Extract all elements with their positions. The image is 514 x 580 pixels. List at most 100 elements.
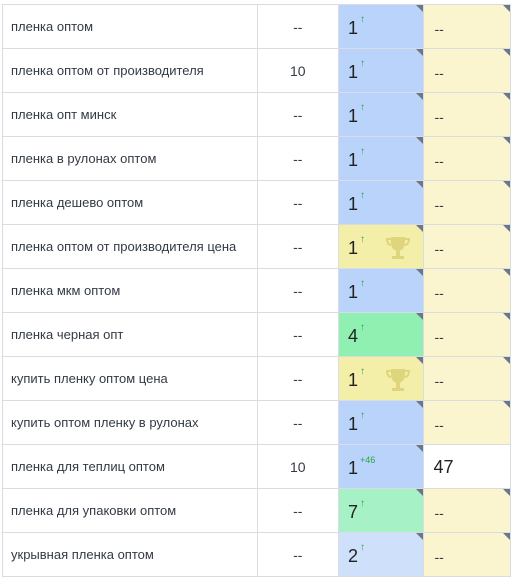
- volume-cell: --: [256, 312, 339, 357]
- volume-cell: --: [256, 400, 339, 445]
- position-value: 1: [347, 414, 358, 434]
- table-row[interactable]: пленка оптом -- 1 ↑ --: [2, 4, 511, 49]
- competitor-cell[interactable]: 47: [423, 444, 511, 489]
- table-row[interactable]: укрывная пленка оптом -- 2 ↑ --: [2, 532, 511, 577]
- table-row[interactable]: пленка черная опт -- 4 ↑ --: [2, 312, 511, 357]
- position-cell[interactable]: 1 ↑: [337, 136, 425, 181]
- corner-marker-icon: [416, 137, 424, 144]
- volume-cell: 10: [256, 48, 339, 93]
- up-arrow-icon: ↑: [359, 102, 365, 113]
- competitor-cell[interactable]: --: [423, 224, 511, 269]
- table-row[interactable]: купить оптом пленку в рулонах -- 1 ↑ --: [2, 400, 511, 445]
- position-value: 1: [347, 62, 358, 82]
- table-row[interactable]: пленка дешево оптом -- 1 ↑ --: [2, 180, 511, 225]
- position-cell[interactable]: 1 ↑: [337, 92, 425, 137]
- position-value: 1: [347, 458, 358, 478]
- position-cell[interactable]: 1 ↑: [337, 180, 425, 225]
- volume-cell: --: [256, 136, 339, 181]
- competitor-value: --: [434, 109, 444, 125]
- corner-marker-icon: [503, 5, 510, 12]
- keyword-cell: пленка черная опт: [2, 312, 258, 357]
- up-arrow-icon: ↑: [359, 410, 365, 421]
- competitor-cell[interactable]: --: [423, 136, 511, 181]
- position-cell[interactable]: 1 ↑: [337, 4, 425, 49]
- up-arrow-icon: ↑: [359, 542, 365, 553]
- keyword-cell: пленка мкм оптом: [2, 268, 258, 313]
- competitor-cell[interactable]: --: [423, 180, 511, 225]
- corner-marker-icon: [416, 357, 424, 364]
- position-value: 1: [347, 194, 358, 214]
- position-cell[interactable]: 1 ↑: [337, 224, 425, 269]
- corner-marker-icon: [416, 269, 424, 276]
- competitor-value: --: [434, 505, 444, 521]
- position-value: 7: [347, 502, 358, 522]
- position-cell[interactable]: 1 ↑: [337, 400, 425, 445]
- competitor-value: --: [434, 21, 444, 37]
- competitor-value: --: [434, 65, 444, 81]
- corner-marker-icon: [503, 269, 510, 276]
- position-cell[interactable]: 1 ↑: [337, 48, 425, 93]
- position-value: 1: [347, 18, 358, 38]
- corner-marker-icon: [503, 357, 510, 364]
- table-row[interactable]: пленка в рулонах оптом -- 1 ↑ --: [2, 136, 511, 181]
- competitor-cell[interactable]: --: [423, 400, 511, 445]
- position-cell[interactable]: 1 ↑: [337, 356, 425, 401]
- competitor-value: --: [434, 241, 444, 257]
- competitor-value: --: [434, 549, 444, 565]
- table-row[interactable]: купить пленку оптом цена -- 1 ↑ --: [2, 356, 511, 401]
- keyword-cell: пленка оптом: [2, 4, 258, 49]
- position-cell[interactable]: 1 ↑: [337, 268, 425, 313]
- position-value: 1: [347, 150, 358, 170]
- up-arrow-icon: ↑: [359, 58, 365, 69]
- volume-cell: --: [256, 532, 339, 577]
- up-arrow-icon: ↑: [359, 366, 365, 377]
- volume-cell: --: [256, 224, 339, 269]
- up-arrow-icon: ↑: [359, 14, 365, 25]
- competitor-cell[interactable]: --: [423, 92, 511, 137]
- corner-marker-icon: [503, 137, 510, 144]
- keyword-cell: пленка опт минск: [2, 92, 258, 137]
- competitor-cell[interactable]: --: [423, 356, 511, 401]
- position-cell[interactable]: 4 ↑: [337, 312, 425, 357]
- position-value: 1: [347, 370, 358, 390]
- position-delta: +46: [359, 455, 376, 465]
- corner-marker-icon: [416, 445, 424, 452]
- position-value: 2: [347, 546, 358, 566]
- position-cell[interactable]: 7 ↑: [337, 488, 425, 533]
- position-cell[interactable]: 1 +46: [337, 444, 425, 489]
- corner-marker-icon: [416, 401, 424, 408]
- competitor-cell[interactable]: --: [423, 312, 511, 357]
- corner-marker-icon: [503, 181, 510, 188]
- table-row[interactable]: пленка оптом от производителя 10 1 ↑ --: [2, 48, 511, 93]
- corner-marker-icon: [416, 533, 424, 540]
- competitor-value: 47: [433, 457, 454, 477]
- table-row[interactable]: пленка для теплиц оптом 10 1 +46 47: [2, 444, 511, 489]
- corner-marker-icon: [503, 489, 510, 496]
- table-body: пленка оптом -- 1 ↑ -- пленка оптом от произв…: [2, 4, 511, 577]
- competitor-cell[interactable]: --: [423, 532, 511, 577]
- table-row[interactable]: пленка оптом от производителя цена -- 1 ↑ --: [2, 224, 511, 269]
- volume-cell: --: [256, 180, 339, 225]
- up-arrow-icon: ↑: [359, 498, 365, 509]
- corner-marker-icon: [503, 93, 510, 100]
- competitor-cell[interactable]: --: [423, 4, 511, 49]
- keyword-cell: пленка оптом от производителя: [2, 48, 258, 93]
- corner-marker-icon: [503, 313, 510, 320]
- keyword-cell: пленка дешево оптом: [2, 180, 258, 225]
- competitor-cell[interactable]: --: [423, 488, 511, 533]
- corner-marker-icon: [503, 49, 510, 56]
- up-arrow-icon: ↑: [359, 278, 365, 289]
- competitor-value: --: [434, 285, 444, 301]
- table-row[interactable]: пленка для упаковки оптом -- 7 ↑ --: [2, 488, 511, 533]
- table-row[interactable]: пленка мкм оптом -- 1 ↑ --: [2, 268, 511, 313]
- up-arrow-icon: ↑: [359, 234, 365, 245]
- corner-marker-icon: [503, 401, 510, 408]
- position-cell[interactable]: 2 ↑: [337, 532, 425, 577]
- competitor-value: --: [434, 153, 444, 169]
- position-value: 4: [347, 326, 358, 346]
- corner-marker-icon: [416, 49, 424, 56]
- trophy-icon: [383, 365, 413, 395]
- table-row[interactable]: пленка опт минск -- 1 ↑ --: [2, 92, 511, 137]
- competitor-cell[interactable]: --: [423, 48, 511, 93]
- competitor-cell[interactable]: --: [423, 268, 511, 313]
